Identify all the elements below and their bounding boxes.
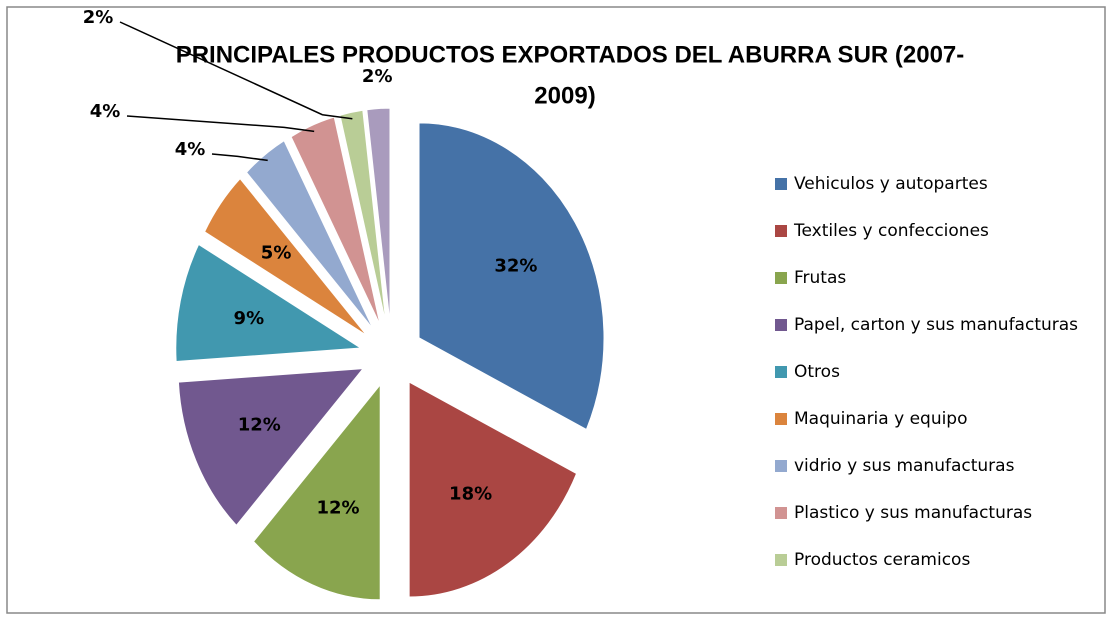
pie-slice <box>252 383 381 601</box>
pie-slice <box>175 243 363 363</box>
data-label: 9% <box>234 308 265 329</box>
legend-swatch <box>775 460 787 472</box>
pie-slice <box>203 177 368 336</box>
legend-swatch <box>775 413 787 425</box>
legend-label: Otros <box>794 362 840 382</box>
legend-swatch <box>775 554 787 566</box>
chart-title: 2009) <box>534 82 595 109</box>
data-label: 5% <box>261 243 292 264</box>
chart-title: PRINCIPALES PRODUCTOS EXPORTADOS DEL ABU… <box>176 41 965 68</box>
data-label: 4% <box>90 101 121 122</box>
data-label: 12% <box>316 498 359 519</box>
legend-label: Frutas <box>794 268 846 288</box>
legend-swatch <box>775 178 787 190</box>
data-label: 2% <box>362 66 393 87</box>
pie-slice <box>339 109 387 324</box>
legend-label: Productos ceramicos <box>794 550 970 570</box>
legend-label: Papel, carton y sus manufacturas <box>794 315 1078 335</box>
leader-line <box>119 21 353 120</box>
leader-line <box>126 115 315 133</box>
data-label: 4% <box>175 139 206 160</box>
legend-label: Textiles y confecciones <box>793 221 989 241</box>
leader-line <box>211 153 268 162</box>
pie-slice <box>177 368 365 527</box>
data-label: 18% <box>449 484 492 505</box>
legend-label: Plastico y sus manufacturas <box>794 503 1032 523</box>
legend-swatch <box>775 507 787 519</box>
pie-slice <box>408 381 578 598</box>
legend-swatch <box>775 319 787 331</box>
pie-slice <box>366 107 391 324</box>
legend-swatch <box>775 272 787 284</box>
pie-slice <box>245 139 374 330</box>
data-label: 12% <box>238 414 281 435</box>
legend-label: vidrio y sus manufacturas <box>794 456 1015 476</box>
data-label: 2% <box>83 7 114 28</box>
pie-slice <box>418 122 605 431</box>
legend-swatch <box>775 366 787 378</box>
legend-label: Vehiculos y autopartes <box>794 174 988 194</box>
legend-swatch <box>775 225 787 237</box>
data-label: 32% <box>494 255 537 276</box>
legend-label: Maquinaria y equipo <box>794 409 968 429</box>
